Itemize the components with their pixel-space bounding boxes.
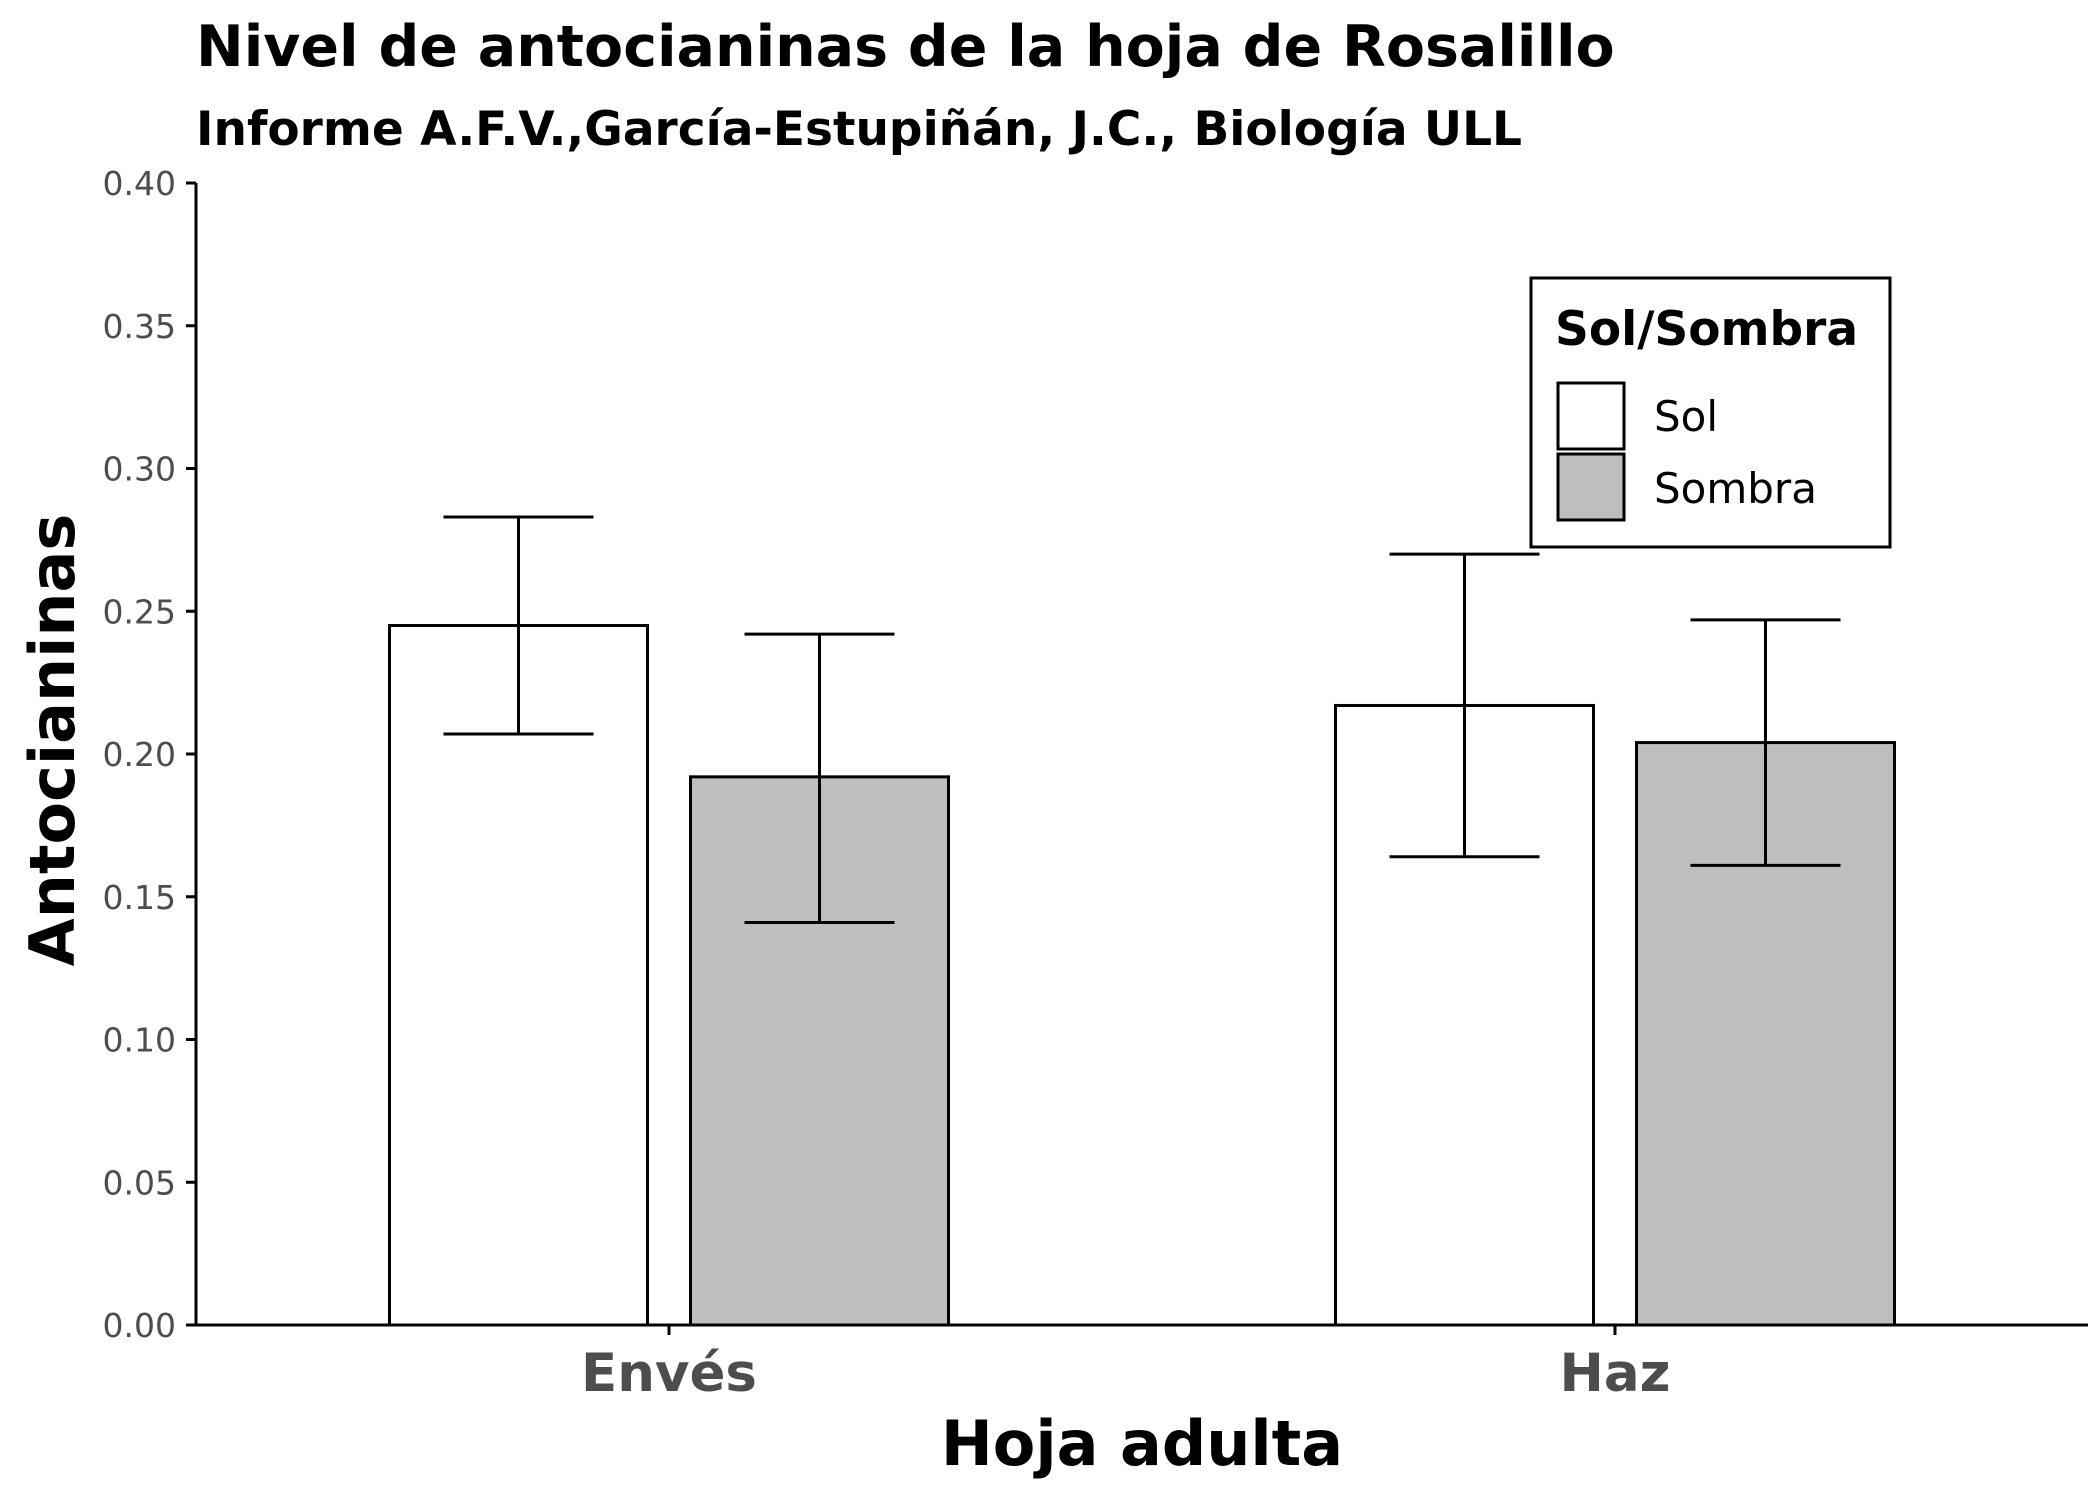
legend-title: Sol/Sombra [1555, 302, 1858, 357]
legend-swatch-sombra [1556, 452, 1626, 522]
y-axis-ticks: 0.00 0.05 0.10 0.15 0.20 0.25 0.30 0.35 0.40 [103, 164, 196, 1345]
x-tick-label: Envés [581, 1343, 757, 1404]
x-axis-label: Hoja adulta [941, 1407, 1343, 1480]
legend-label-sol: Sol [1654, 392, 1718, 441]
chart-subtitle: Informe A.F.V.,García-Estupiñán, J.C., B… [196, 102, 1522, 157]
chart-title: Nivel de antocianinas de la hoja de Rosa… [196, 14, 1615, 80]
y-tick-label: 0.20 [103, 735, 176, 774]
legend-swatch-sol [1556, 381, 1626, 451]
y-tick-label: 0.40 [103, 164, 176, 203]
y-tick-label: 0.35 [103, 307, 176, 346]
y-tick-label: 0.10 [103, 1021, 176, 1060]
y-tick-label: 0.05 [103, 1163, 176, 1202]
error-bars-layer [443, 515, 1841, 924]
legend: Sol/Sombra Sol Sombra [1529, 276, 1892, 549]
bar [388, 624, 649, 1327]
y-axis-label: Antocianinas [16, 514, 89, 966]
x-axis-ticks: Envés Haz [581, 1325, 1670, 1404]
legend-label-sombra: Sombra [1654, 464, 1817, 513]
bars-layer [388, 624, 1896, 1327]
y-tick-label: 0.30 [103, 450, 176, 489]
x-tick-label: Haz [1560, 1343, 1671, 1404]
y-tick-label: 0.15 [103, 878, 176, 917]
y-tick-label: 0.25 [103, 592, 176, 631]
y-tick-label: 0.00 [103, 1306, 176, 1345]
